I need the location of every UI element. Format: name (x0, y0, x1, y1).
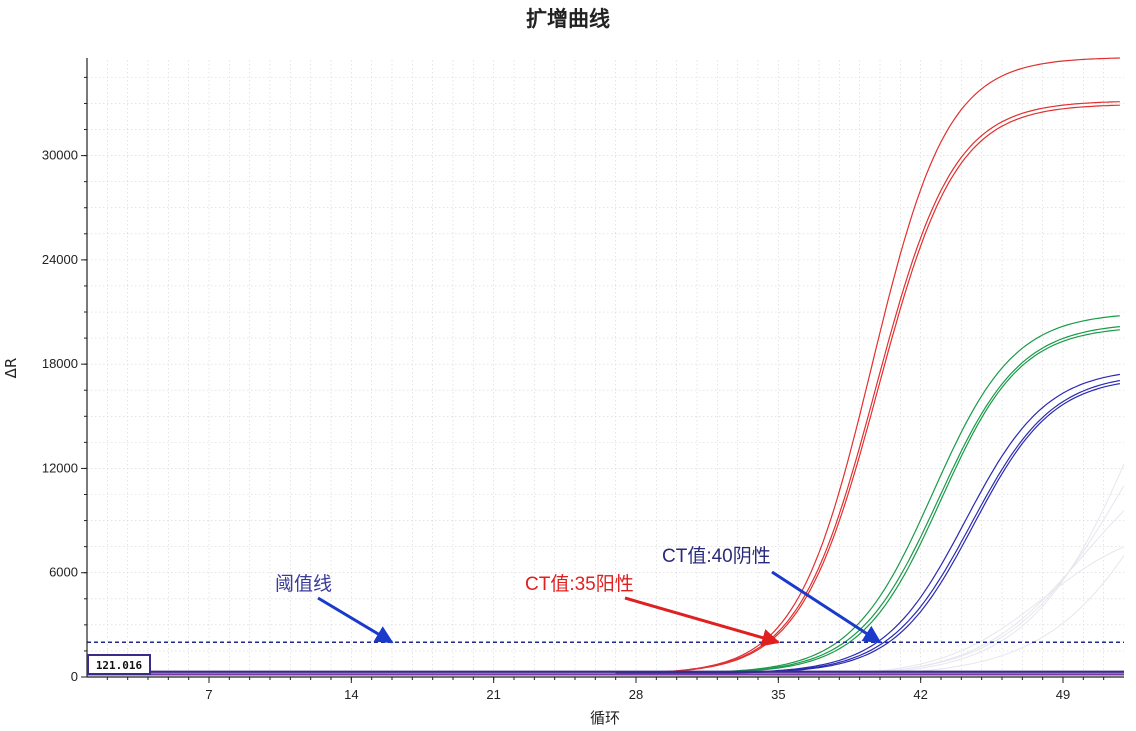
y-tick-label: 30000 (42, 148, 78, 163)
y-tick-label: 6000 (49, 565, 78, 580)
series-line (615, 101, 1120, 675)
y-tick-label: 12000 (42, 460, 78, 475)
series-layer (87, 57, 1124, 676)
series-line (615, 57, 1120, 675)
grid (87, 60, 1124, 677)
x-tick-label: 28 (629, 687, 643, 702)
corner-box: 121.016 (87, 654, 151, 675)
annotation-label: 阈值线 (275, 573, 332, 595)
chart-title: 扩增曲线 (526, 7, 610, 31)
y-tick-label: 24000 (42, 252, 78, 267)
annotation-label: CT值:35阳性 (525, 573, 634, 595)
y-tick-label: 0 (71, 669, 78, 684)
x-axis-label: 循环 (590, 709, 620, 727)
x-tick-label: 7 (205, 687, 212, 702)
axes: 0 6000 12000 18000 24000 30000 7 14 21 28 35 42 49 (42, 58, 1124, 702)
x-tick-label: 49 (1056, 687, 1070, 702)
annotation-arrow (624, 596, 781, 647)
x-tick-label: 35 (771, 687, 785, 702)
corner-box-text: 121.016 (96, 659, 143, 672)
series-line (615, 104, 1120, 675)
annotation-arrow (771, 570, 882, 644)
y-tick-label: 18000 (42, 356, 78, 371)
annotation-label: CT值:40阴性 (662, 545, 771, 567)
series-line (615, 326, 1120, 675)
x-tick-label: 14 (344, 687, 358, 702)
faint-curve (676, 510, 1125, 678)
y-axis-label: ΔR (2, 358, 20, 379)
annotations: 阈值线 CT值:35阳性 CT值:40阴性 (275, 545, 882, 647)
x-tick-label: 42 (913, 687, 927, 702)
x-tick-label: 21 (486, 687, 500, 702)
annotation-arrow (317, 596, 394, 644)
